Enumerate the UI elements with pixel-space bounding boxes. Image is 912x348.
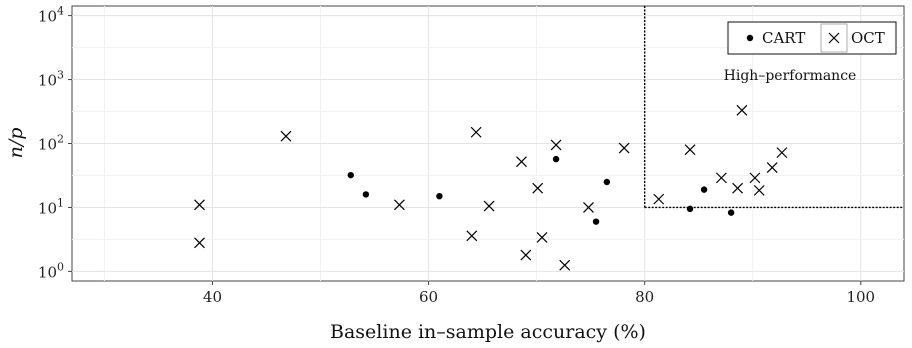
oct-point [583, 202, 594, 213]
y-axis-title: n/p [5, 128, 27, 159]
cart-point [592, 218, 600, 225]
region-label: High–performance [724, 68, 857, 84]
cart-point [700, 186, 708, 193]
oct-point [653, 193, 665, 205]
oct-point [766, 162, 778, 174]
x-tick-label: 100 [846, 288, 875, 306]
cart-point [727, 209, 735, 216]
legend-oct-marker [828, 32, 840, 44]
oct-point [732, 182, 744, 194]
cart-point [362, 191, 370, 198]
oct-point [749, 172, 761, 184]
oct-point [516, 156, 527, 168]
legend-oct-key [820, 23, 848, 53]
oct-point [736, 104, 748, 116]
cart-point [603, 178, 611, 186]
oct-point [393, 199, 405, 211]
oct-point [280, 130, 292, 142]
x-axis-title: Baseline in–sample accuracy (%) [330, 321, 646, 343]
oct-point [470, 126, 482, 138]
x-tick-label: 60 [419, 288, 438, 306]
oct-point [618, 142, 630, 154]
oct-point [559, 259, 571, 271]
oct-point [550, 139, 562, 151]
legend-oct-label: OCT [851, 29, 885, 47]
oct-point [536, 231, 548, 243]
oct-point [194, 237, 205, 249]
y-tick-label: 100 [38, 260, 64, 281]
y-axis-ticks: 100 101 102 103 104 [38, 5, 72, 281]
y-tick-label: 104 [38, 5, 64, 26]
x-tick-label: 40 [203, 288, 222, 306]
legend-box [727, 21, 897, 55]
oct-point [520, 249, 532, 261]
oct-point [715, 172, 727, 184]
oct-point [753, 184, 765, 196]
legend: CART OCT [727, 21, 897, 55]
y-tick-label: 101 [38, 196, 64, 217]
cart-point [686, 205, 694, 213]
oct-point [776, 147, 788, 159]
y-tick-label: 103 [38, 69, 64, 90]
oct-point [194, 199, 205, 211]
oct-point [466, 230, 478, 242]
cart-point [436, 192, 443, 200]
oct-point [684, 144, 696, 156]
x-tick-label: 80 [635, 288, 654, 306]
cart-point [347, 171, 354, 179]
legend-cart-label: CART [762, 29, 805, 47]
cart-point [552, 155, 560, 163]
oct-point [532, 182, 544, 194]
y-tick-label: 102 [38, 133, 64, 154]
oct-point [483, 200, 495, 212]
x-axis-ticks: 40 60 80 100 [203, 281, 875, 306]
legend-cart-marker [746, 34, 754, 42]
grid-lines [72, 6, 904, 281]
data-points [194, 104, 788, 271]
